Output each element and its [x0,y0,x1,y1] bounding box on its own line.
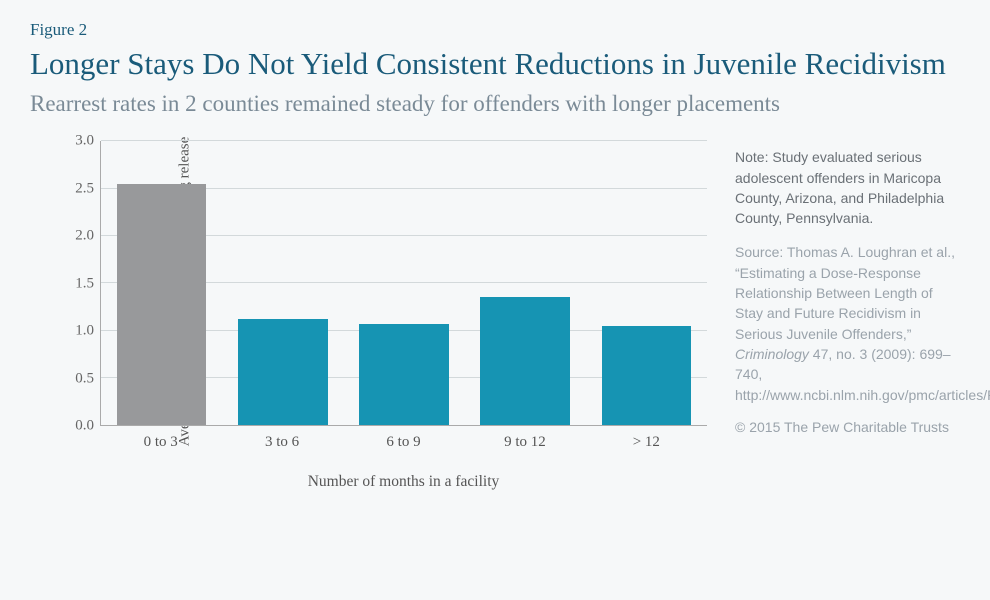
bar-slot [101,141,222,425]
source-text: Source: Thomas A. Loughran et al., “Esti… [735,242,960,404]
bars-region [100,141,707,426]
chart-area: Average annual number of arrests followi… [30,141,707,491]
plot: 0.00.51.01.52.02.53.0 [50,141,707,426]
x-tick-label: 0 to 3 [100,434,221,451]
bar-slot [222,141,343,425]
bar-slot [343,141,464,425]
bar-slot [465,141,586,425]
x-tick-label: 6 to 9 [343,434,464,451]
x-tick-label: 9 to 12 [464,434,585,451]
y-tick-label: 0.5 [75,370,94,387]
bar [602,326,692,425]
bar [359,324,449,425]
y-ticks: 0.00.51.01.52.02.53.0 [50,141,100,426]
y-tick-label: 2.5 [75,180,94,197]
note-text: Note: Study evaluated serious adolescent… [735,147,960,228]
side-notes: Note: Study evaluated serious adolescent… [735,141,960,491]
source-prefix: Source: Thomas A. Loughran et al., “Esti… [735,244,955,341]
bar-slot [586,141,707,425]
x-axis-label: Number of months in a facility [100,473,707,491]
figure-label: Figure 2 [30,20,960,40]
y-tick-label: 0.0 [75,418,94,435]
bar [480,297,570,425]
y-tick-label: 3.0 [75,133,94,150]
content-row: Average annual number of arrests followi… [30,141,960,491]
ylabel-wrap: Average annual number of arrests followi… [30,141,50,491]
y-tick-label: 1.5 [75,275,94,292]
bar [238,319,328,425]
y-tick-label: 2.0 [75,228,94,245]
copyright-text: © 2015 The Pew Charitable Trusts [735,417,960,437]
x-tick-label: 3 to 6 [221,434,342,451]
bars [101,141,707,425]
bar [117,184,207,425]
x-tick-label: > 12 [586,434,707,451]
chart-subtitle: Rearrest rates in 2 counties remained st… [30,90,960,118]
chart-title: Longer Stays Do Not Yield Consistent Red… [30,46,960,82]
source-journal: Criminology [735,346,809,362]
plot-column: 0.00.51.01.52.02.53.0 0 to 33 to 66 to 9… [50,141,707,491]
y-tick-label: 1.0 [75,323,94,340]
